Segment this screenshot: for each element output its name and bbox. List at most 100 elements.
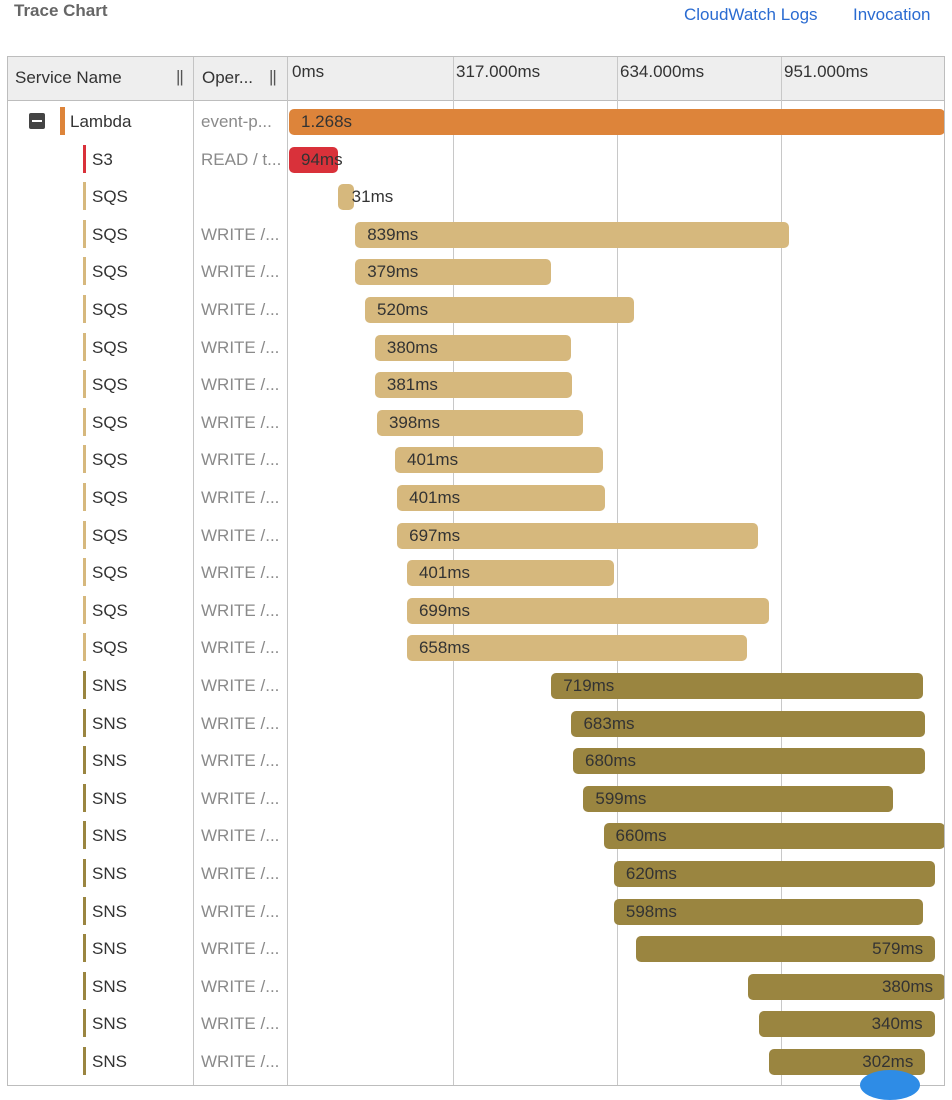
trace-row[interactable]: Lambda event-p... 1.268s: [8, 103, 944, 141]
span-bar-sqs[interactable]: [355, 221, 790, 248]
scroll-indicator[interactable]: [860, 1070, 920, 1100]
span-bar-sqs[interactable]: [397, 485, 605, 511]
span-bar-sqs[interactable]: [397, 522, 758, 549]
trace-row[interactable]: SQS 31ms: [8, 178, 944, 216]
trace-row[interactable]: SQS WRITE /... 520ms: [8, 291, 944, 329]
service-name: SNS: [92, 826, 127, 846]
span-bar-sqs[interactable]: [376, 409, 583, 436]
trace-chart: Service Name || Oper... || 0ms 317.000ms 6…: [7, 56, 945, 1086]
trace-row[interactable]: SQS WRITE /... 401ms: [8, 479, 944, 517]
operation-name: WRITE /...: [201, 638, 280, 658]
trace-row[interactable]: SQS WRITE /... 380ms: [8, 329, 944, 367]
service-color-marker: [83, 595, 86, 624]
service-color-marker: [83, 633, 86, 662]
span-bar-sqs[interactable]: [374, 372, 572, 399]
trace-row[interactable]: SQS WRITE /... 839ms: [8, 216, 944, 254]
time-tick-label: 0ms: [292, 62, 325, 81]
service-column-resize-handle[interactable]: ||: [176, 67, 184, 86]
span-bar-sqs[interactable]: [406, 597, 769, 624]
service-name: SQS: [92, 600, 128, 620]
span-bar-sns[interactable]: [551, 673, 924, 699]
span-bar-sns[interactable]: [613, 861, 935, 887]
service-color-marker: [83, 370, 86, 399]
service-color-marker: [83, 821, 86, 850]
service-name: SQS: [92, 375, 128, 395]
span-bar-sns[interactable]: [571, 710, 925, 737]
trace-row[interactable]: SQS WRITE /... 379ms: [8, 253, 944, 291]
trace-row[interactable]: SNS WRITE /... 579ms: [8, 930, 944, 968]
service-color-marker: [83, 407, 86, 436]
span-bar-sqs[interactable]: [374, 334, 572, 361]
trace-row[interactable]: SNS WRITE /... 340ms: [8, 1005, 944, 1043]
operation-name: WRITE /...: [201, 901, 280, 921]
trace-row[interactable]: SQS WRITE /... 697ms: [8, 517, 944, 555]
service-color-marker: [83, 746, 86, 775]
operation-name: WRITE /...: [201, 412, 280, 432]
trace-row[interactable]: SNS WRITE /... 680ms: [8, 742, 944, 780]
service-color-marker: [83, 708, 86, 737]
cloudwatch-logs-link[interactable]: CloudWatch Logs: [684, 5, 818, 24]
service-name: SNS: [92, 1014, 127, 1034]
service-name: SQS: [92, 488, 128, 507]
service-name-column-header[interactable]: Service Name: [15, 68, 122, 87]
service-name: SNS: [92, 713, 127, 733]
operation-name: WRITE /...: [201, 826, 280, 846]
span-duration-label: 31ms: [351, 187, 394, 207]
time-tick-label: 951.000ms: [784, 62, 869, 81]
service-column-divider: [193, 57, 194, 1085]
span-bar-sns[interactable]: [758, 1011, 935, 1038]
trace-row[interactable]: S3 READ / t... 94ms: [8, 141, 944, 179]
trace-row[interactable]: SQS WRITE /... 401ms: [8, 554, 944, 592]
operation-name: WRITE /...: [201, 224, 280, 244]
service-name: SNS: [92, 676, 127, 695]
operation-name: WRITE /...: [201, 525, 280, 545]
span-bar-sqs[interactable]: [406, 560, 615, 587]
span-bar-sqs[interactable]: [337, 184, 354, 211]
operation-name: WRITE /...: [201, 976, 280, 996]
trace-row[interactable]: SQS WRITE /... 658ms: [8, 629, 944, 667]
service-color-marker: [83, 934, 86, 963]
span-bar-sns[interactable]: [748, 973, 944, 1000]
trace-row[interactable]: SNS WRITE /... 380ms: [8, 968, 944, 1006]
span-bar-s3[interactable]: [289, 146, 338, 173]
service-name: SNS: [92, 864, 127, 883]
span-bar-lambda[interactable]: [289, 109, 944, 135]
span-bar-sns[interactable]: [635, 936, 936, 963]
span-bar-sns[interactable]: [603, 823, 944, 850]
service-color-marker: [83, 257, 86, 286]
trace-row[interactable]: SQS WRITE /... 401ms: [8, 441, 944, 479]
span-bar-sqs[interactable]: [406, 635, 748, 662]
trace-row[interactable]: SNS WRITE /... 719ms: [8, 667, 944, 705]
service-name: SNS: [92, 1052, 127, 1071]
span-bar-sqs[interactable]: [395, 447, 603, 474]
trace-row[interactable]: SQS WRITE /... 699ms: [8, 592, 944, 630]
trace-row[interactable]: SNS WRITE /... 683ms: [8, 705, 944, 743]
trace-row[interactable]: SNS WRITE /... 302ms: [8, 1043, 944, 1081]
time-tick-label: 317.000ms: [456, 62, 541, 81]
trace-row[interactable]: SNS WRITE /... 620ms: [8, 855, 944, 893]
span-bar-sns[interactable]: [613, 898, 924, 925]
service-name: SQS: [92, 450, 128, 470]
operation-name: WRITE /...: [201, 1052, 280, 1071]
trace-row[interactable]: SNS WRITE /... 599ms: [8, 780, 944, 818]
operation-column-header[interactable]: Oper...: [202, 68, 254, 87]
trace-row[interactable]: SQS WRITE /... 381ms: [8, 366, 944, 404]
operation-name: WRITE /...: [201, 1014, 280, 1034]
span-bar-sqs[interactable]: [355, 259, 552, 286]
trace-row[interactable]: SNS WRITE /... 598ms: [8, 893, 944, 931]
service-color-marker: [83, 783, 86, 812]
grid-line: [617, 57, 618, 1085]
invocation-link[interactable]: Invocation: [853, 5, 931, 24]
trace-row[interactable]: SNS WRITE /... 660ms: [8, 817, 944, 855]
span-bar-sns[interactable]: [573, 748, 925, 775]
service-color-marker: [83, 483, 86, 511]
service-name: SQS: [92, 337, 128, 357]
collapse-minus-icon[interactable]: [29, 113, 45, 129]
service-name: SNS: [92, 751, 127, 771]
service-color-marker: [83, 520, 86, 549]
trace-row[interactable]: SQS WRITE /... 398ms: [8, 404, 944, 442]
operation-name: WRITE /...: [201, 300, 280, 319]
span-bar-sns[interactable]: [583, 785, 894, 812]
operation-column-resize-handle[interactable]: ||: [269, 67, 277, 86]
span-bar-sqs[interactable]: [365, 297, 635, 323]
